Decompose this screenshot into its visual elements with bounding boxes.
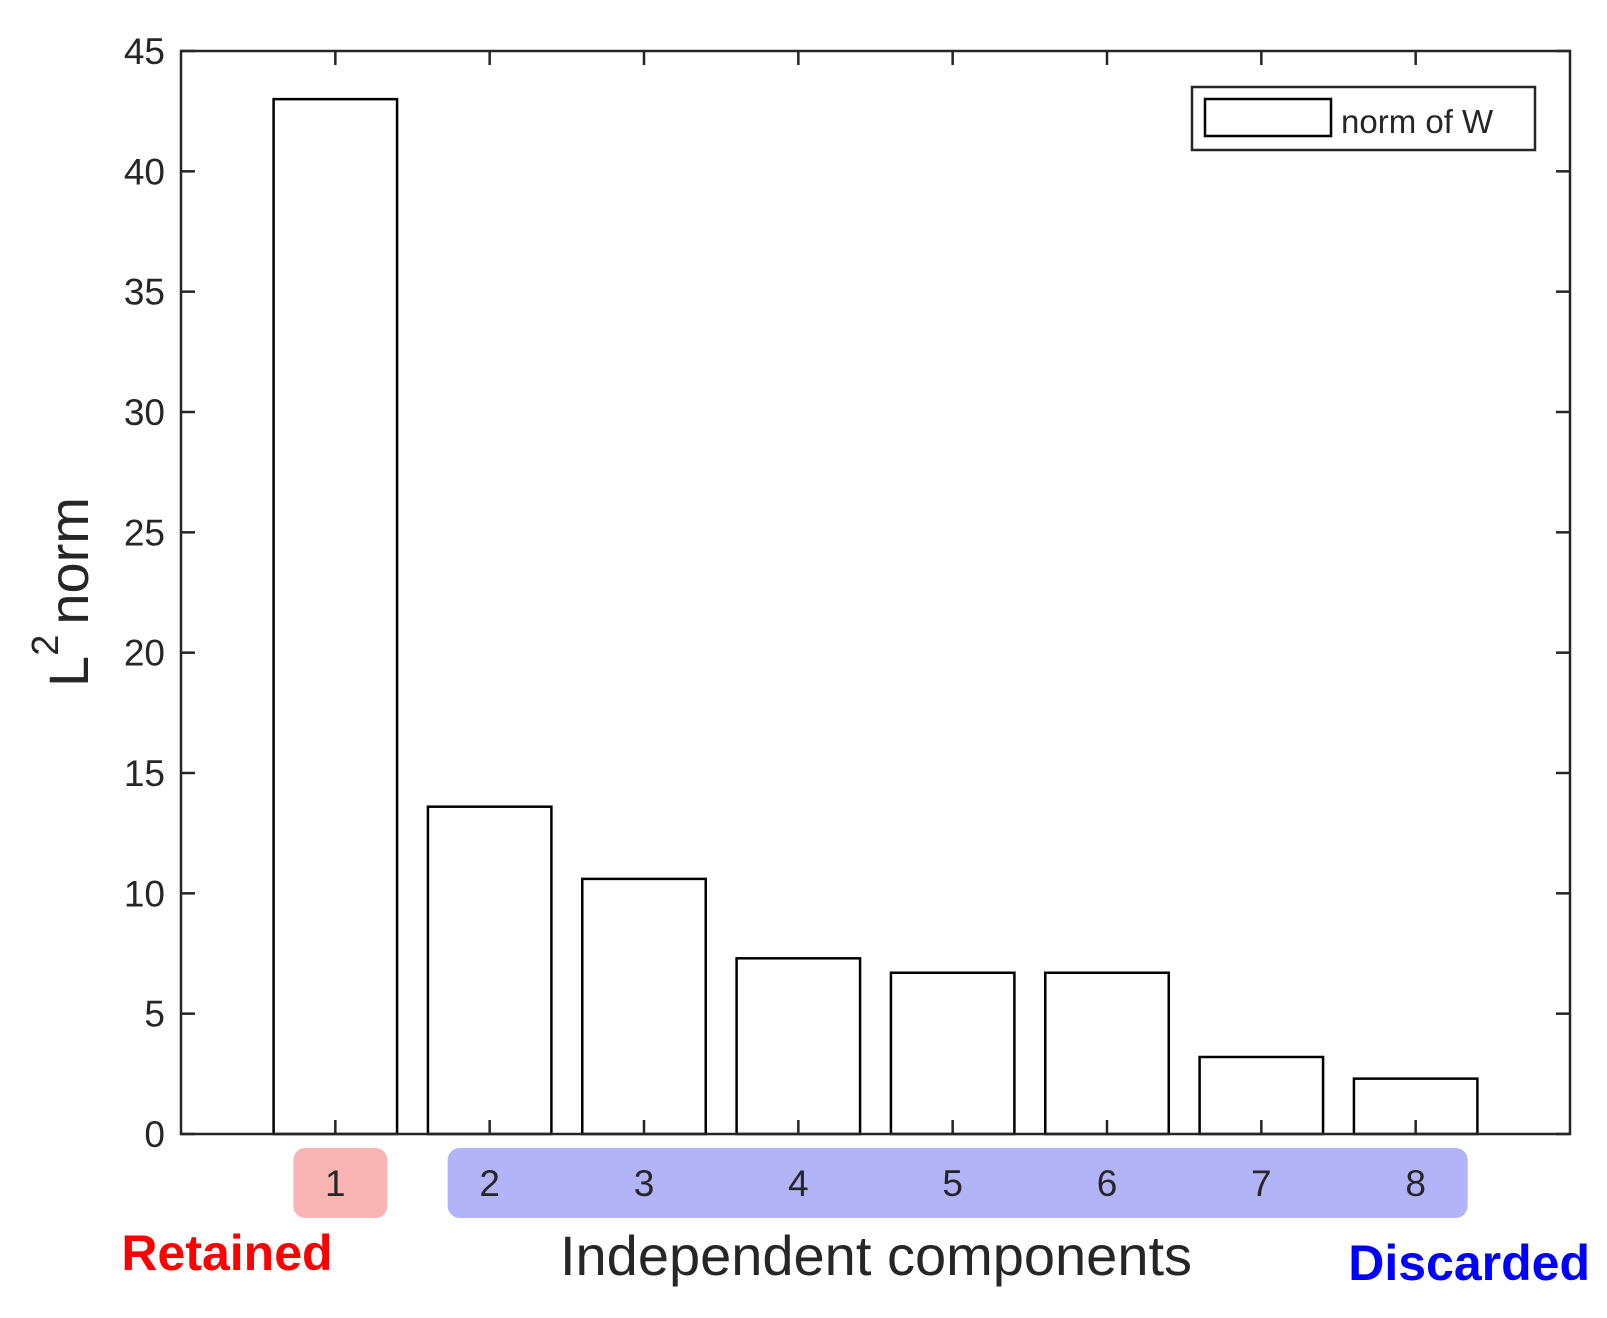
x-tick-label: 1 <box>325 1163 346 1204</box>
bar-2 <box>426 805 553 1136</box>
axes-box <box>179 49 1572 1136</box>
y-axis-label: L2 norm <box>25 497 100 687</box>
y-axis-label-superscript: 2 <box>25 635 67 656</box>
x-tick-label: 7 <box>1251 1163 1272 1204</box>
x-axis-label: Independent components <box>560 1224 1192 1287</box>
y-tick-label: 5 <box>144 994 165 1035</box>
x-tick-label: 4 <box>788 1163 809 1204</box>
bars <box>272 97 1479 1136</box>
y-tick-label: 30 <box>124 392 165 433</box>
bar-1 <box>272 97 399 1136</box>
y-axis-label-rest: norm <box>37 497 100 625</box>
x-tick-label: 3 <box>634 1163 655 1204</box>
highlight-band-retained <box>293 1148 388 1218</box>
legend: norm of W <box>1190 85 1537 152</box>
legend-label: norm of W <box>1341 103 1494 140</box>
y-tick-label: 40 <box>124 151 165 192</box>
y-tick-label: 10 <box>124 873 165 914</box>
y-tick-label: 15 <box>124 753 165 794</box>
bar-3 <box>581 877 707 1136</box>
bar-6 <box>1044 971 1170 1136</box>
highlight-band-discarded <box>447 1148 1468 1218</box>
y-tick-label: 25 <box>124 512 165 553</box>
y-tick-label: 0 <box>144 1114 165 1155</box>
y-tick-label: 20 <box>124 633 165 674</box>
bar-4 <box>735 957 862 1136</box>
group-labels: Retained Discarded <box>121 1225 1590 1291</box>
y-axis-ticks: 0 5 10 15 20 25 30 35 40 45 <box>124 31 1570 1155</box>
y-tick-label: 35 <box>124 272 165 313</box>
x-tick-label: 5 <box>942 1163 963 1204</box>
legend-swatch <box>1203 97 1333 138</box>
x-axis-ticks: 1 2 3 4 5 6 7 8 <box>325 51 1426 1204</box>
x-tick-label: 2 <box>479 1163 500 1204</box>
y-axis-label-base: L <box>37 656 100 687</box>
x-tick-label: 6 <box>1097 1163 1118 1204</box>
y-tick-label: 45 <box>124 31 165 72</box>
category-highlight-bands <box>293 1148 1468 1218</box>
bar-5 <box>889 971 1016 1136</box>
group-label-discarded: Discarded <box>1348 1235 1590 1291</box>
x-tick-label: 8 <box>1405 1163 1426 1204</box>
group-label-retained: Retained <box>121 1225 332 1281</box>
